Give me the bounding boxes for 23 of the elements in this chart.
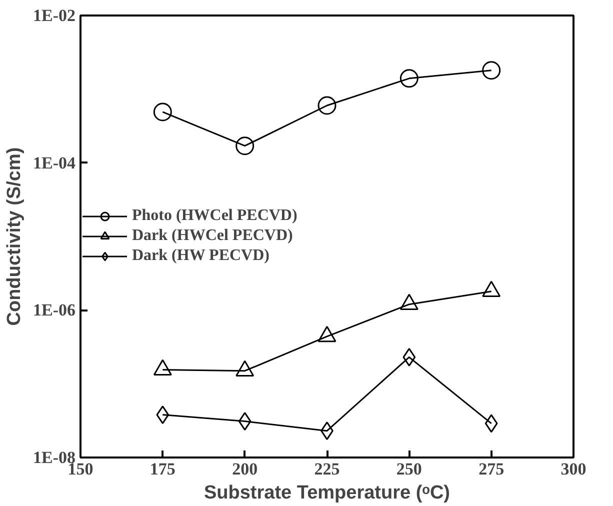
y-tick-label: 1E-06 xyxy=(33,300,76,320)
point xyxy=(402,348,416,366)
x-tick-label: 175 xyxy=(150,460,176,478)
point xyxy=(482,61,501,80)
y-axis-title: Conductivity (S/cm) xyxy=(4,147,25,326)
point xyxy=(156,406,170,424)
x-tick-label: 275 xyxy=(478,460,504,478)
legend-label: Dark (HW PECVD) xyxy=(132,247,270,265)
point xyxy=(238,412,252,431)
point xyxy=(153,102,172,122)
legend-label: Dark (HWCel PECVD) xyxy=(132,227,293,245)
x-tick-label: 250 xyxy=(396,460,422,478)
point xyxy=(318,96,336,115)
point xyxy=(236,136,254,156)
x-tick-label: 225 xyxy=(314,460,340,478)
point xyxy=(400,69,418,88)
x-axis-title: Substrate Temperature (ᵒC) xyxy=(204,482,450,504)
x-tick-label: 300 xyxy=(560,460,586,478)
x-tick-label: 200 xyxy=(232,460,258,478)
point xyxy=(484,414,498,433)
y-tick-label: 1E-04 xyxy=(33,153,76,172)
legend-label: Photo (HWCel PECVD) xyxy=(132,207,298,225)
y-tick-label: 1E-02 xyxy=(33,6,76,25)
